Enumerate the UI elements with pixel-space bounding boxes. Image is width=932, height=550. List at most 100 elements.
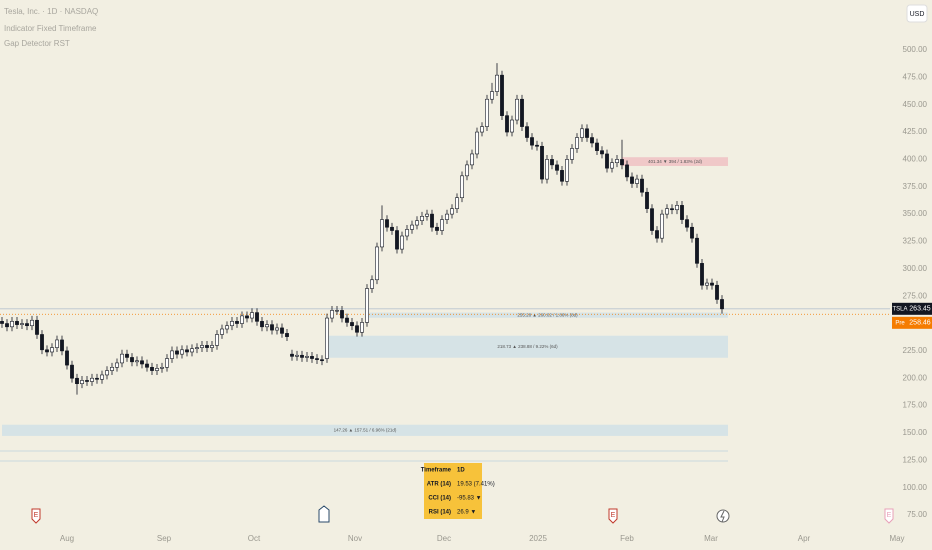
candle-body xyxy=(285,333,289,337)
candle-body xyxy=(510,119,514,133)
gap-zone xyxy=(1,424,728,436)
candle-body xyxy=(35,319,39,335)
candle-body xyxy=(385,219,389,228)
x-tick-label: Dec xyxy=(437,534,451,543)
symbol-label: TSLA xyxy=(892,306,907,312)
last-price-tag xyxy=(908,302,932,315)
x-tick-label: Feb xyxy=(620,534,634,543)
candle-body xyxy=(540,145,544,180)
candle-body xyxy=(45,349,49,353)
table-cell: -95.83 ▼ xyxy=(457,496,482,502)
y-tick-label: 400.00 xyxy=(903,155,928,164)
candle-body xyxy=(705,282,709,286)
candle-body xyxy=(660,213,664,239)
candle-body xyxy=(65,350,69,366)
candle-body xyxy=(15,321,19,325)
candle-body xyxy=(495,74,499,92)
candle-body xyxy=(130,357,134,363)
event-label: E xyxy=(887,512,892,519)
x-tick-label: May xyxy=(889,534,904,543)
candle-body xyxy=(40,334,44,351)
candle-body xyxy=(430,213,434,228)
x-tick-label: Sep xyxy=(157,534,172,543)
candle-body xyxy=(205,345,209,348)
y-tick-label: 75.00 xyxy=(907,510,928,519)
candle-body xyxy=(155,368,159,371)
currency-button[interactable] xyxy=(906,4,928,23)
candle-body xyxy=(10,321,14,328)
candle-body xyxy=(100,374,104,380)
indicator-table: Timeframe 1D ATR (14) 19.53 (7.41%) CCI (14)… xyxy=(421,463,495,519)
candle-body xyxy=(255,312,259,322)
candle-body xyxy=(175,350,179,355)
y-tick-label: 425.00 xyxy=(903,127,928,136)
y-tick-label: 500.00 xyxy=(903,45,928,54)
candle-body xyxy=(270,324,274,331)
candle-body xyxy=(55,339,59,348)
candle-body xyxy=(560,170,564,182)
candle-body xyxy=(90,377,94,382)
candle-body xyxy=(295,354,299,357)
candle-body xyxy=(715,284,719,300)
candle-body xyxy=(105,370,109,376)
table-cell: Timeframe xyxy=(421,468,452,474)
candle-body xyxy=(415,220,419,226)
table-cell: 19.53 (7.41%) xyxy=(457,482,495,488)
candle-body xyxy=(475,131,479,155)
candle-body xyxy=(345,317,349,323)
gap-label: 218.73 ▲ 238.88 / 9.22% (6d) xyxy=(497,344,558,349)
candle-body xyxy=(235,321,239,324)
candle-body xyxy=(635,178,639,184)
candle-body xyxy=(575,137,579,149)
candle-body xyxy=(320,359,324,362)
y-tick-label: 475.00 xyxy=(903,72,928,81)
candle-body xyxy=(375,246,379,281)
candle-body xyxy=(110,366,114,371)
candle-body xyxy=(355,325,359,333)
candle-body xyxy=(670,208,674,211)
candle-body xyxy=(570,148,574,160)
candle-body xyxy=(165,358,169,368)
candle-body xyxy=(210,345,214,348)
gap-zone xyxy=(367,312,728,318)
candle-body xyxy=(310,356,314,359)
candle-body xyxy=(460,175,464,199)
gap-label: 147.26 ▲ 157.51 / 6.96% (21d) xyxy=(334,428,397,433)
y-tick-label: 125.00 xyxy=(903,455,928,464)
candle-body xyxy=(125,353,129,358)
candle-body xyxy=(225,325,229,330)
event-label: E xyxy=(611,512,616,519)
candle-body xyxy=(595,142,599,151)
indicator-name: Gap Detector RST xyxy=(4,39,70,48)
table-cell: 1D xyxy=(457,468,465,474)
y-tick-label: 325.00 xyxy=(903,237,928,246)
candle-body xyxy=(470,153,474,166)
candle-body xyxy=(585,128,589,138)
candle-body xyxy=(350,322,354,327)
y-tick-label: 375.00 xyxy=(903,182,928,191)
candle-body xyxy=(450,208,454,215)
candle-body xyxy=(0,321,4,324)
table-cell: RSI (14) xyxy=(429,510,451,516)
candle-body xyxy=(265,324,269,328)
candle-body xyxy=(550,159,554,166)
candle-body xyxy=(420,216,424,221)
candle-body xyxy=(280,327,284,334)
candle-body xyxy=(290,353,294,357)
candle-body xyxy=(695,237,699,264)
candle-body xyxy=(230,321,234,327)
candle-body xyxy=(145,363,149,368)
currency[interactable]: USD xyxy=(910,11,925,18)
candle-body xyxy=(325,317,329,359)
candle-body xyxy=(500,74,504,116)
candle-body xyxy=(85,380,89,382)
candle-body xyxy=(665,208,669,215)
candle-body xyxy=(410,224,414,230)
candle-body xyxy=(335,310,339,312)
candle-body xyxy=(590,137,594,144)
y-tick-label: 100.00 xyxy=(903,483,928,492)
candle-body xyxy=(535,144,539,147)
candle-body xyxy=(395,230,399,250)
